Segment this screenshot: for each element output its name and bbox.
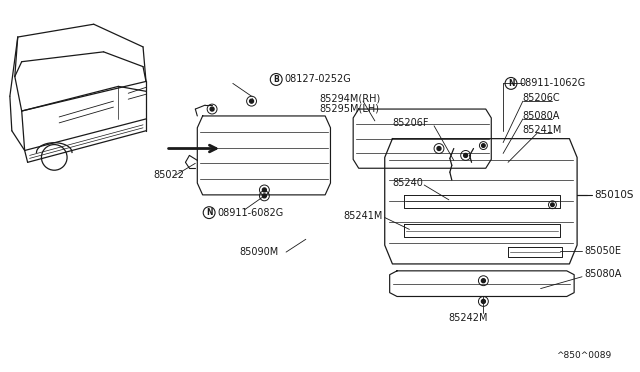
Text: 08911-1062G: 08911-1062G [519,78,585,89]
Text: 85010S: 85010S [594,190,634,200]
Circle shape [481,279,485,283]
Text: 85242M: 85242M [449,313,488,323]
Text: 85050E: 85050E [584,246,621,256]
Text: 85080A: 85080A [523,111,560,121]
Text: 85241M: 85241M [523,125,562,135]
Text: N: N [508,79,515,88]
Circle shape [437,147,441,151]
Text: N: N [206,208,212,217]
Text: 85206F: 85206F [392,118,429,128]
Text: 85022: 85022 [153,170,184,180]
Text: 85295M(LH): 85295M(LH) [319,103,380,113]
Text: B: B [273,75,279,84]
Circle shape [481,299,485,304]
Text: 08127-0252G: 08127-0252G [284,74,351,84]
Circle shape [262,188,266,192]
Text: 08911-6082G: 08911-6082G [217,208,284,218]
Text: 85241M: 85241M [343,211,383,221]
Circle shape [250,99,253,103]
Circle shape [262,194,266,198]
Text: ^850^0089: ^850^0089 [556,351,612,360]
Circle shape [463,153,468,157]
Text: 85090M: 85090M [240,247,279,257]
Circle shape [550,203,554,206]
Text: 85294M(RH): 85294M(RH) [319,93,381,103]
Text: 85240: 85240 [392,178,424,188]
Circle shape [482,144,485,147]
Text: 85080A: 85080A [584,269,621,279]
Circle shape [210,107,214,111]
Text: 85206C: 85206C [523,93,561,103]
